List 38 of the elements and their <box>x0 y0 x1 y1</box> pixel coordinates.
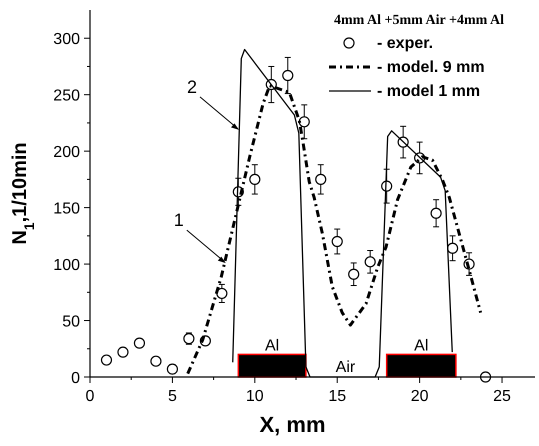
x-tick-label: 20 <box>410 388 429 405</box>
annotation: 1 <box>174 210 184 230</box>
point <box>134 338 146 349</box>
y-tick-label: 200 <box>53 144 80 162</box>
x-tick-label: 5 <box>168 388 177 405</box>
x-axis-title: X, mm <box>259 412 326 437</box>
y-tick-label: 50 <box>62 314 80 331</box>
band-label: Al <box>414 337 428 354</box>
point <box>166 363 178 375</box>
point <box>216 288 228 300</box>
x-tick-label: 15 <box>328 388 346 405</box>
point <box>364 256 376 268</box>
point <box>315 174 326 185</box>
legend-label: - model. 9 mm <box>377 59 485 76</box>
legend-label: - exper. <box>377 35 434 52</box>
point <box>446 242 458 254</box>
point <box>430 208 442 219</box>
x-tick-label: 25 <box>493 388 512 405</box>
point <box>150 356 162 367</box>
y-tick-label: 250 <box>53 88 80 105</box>
point <box>117 346 129 358</box>
y-tick-label: 0 <box>71 370 80 387</box>
legend-label: - model 1 mm <box>377 83 480 100</box>
y-tick-label: 100 <box>53 257 80 274</box>
point <box>348 268 360 280</box>
y-tick-label: 150 <box>53 200 80 218</box>
point <box>332 236 343 248</box>
x-tick-label: 10 <box>246 388 264 405</box>
point <box>298 116 310 128</box>
y-tick-label: 300 <box>53 31 80 48</box>
point <box>100 354 112 366</box>
point <box>282 70 294 82</box>
point <box>249 174 260 185</box>
annotation: 2 <box>186 76 197 97</box>
band-label: Al <box>265 337 280 354</box>
x-tick-label: 0 <box>86 388 95 405</box>
annotation: Air <box>336 359 356 376</box>
legend-title: 4mm Al +5mm Air +4mm Al <box>334 13 504 28</box>
